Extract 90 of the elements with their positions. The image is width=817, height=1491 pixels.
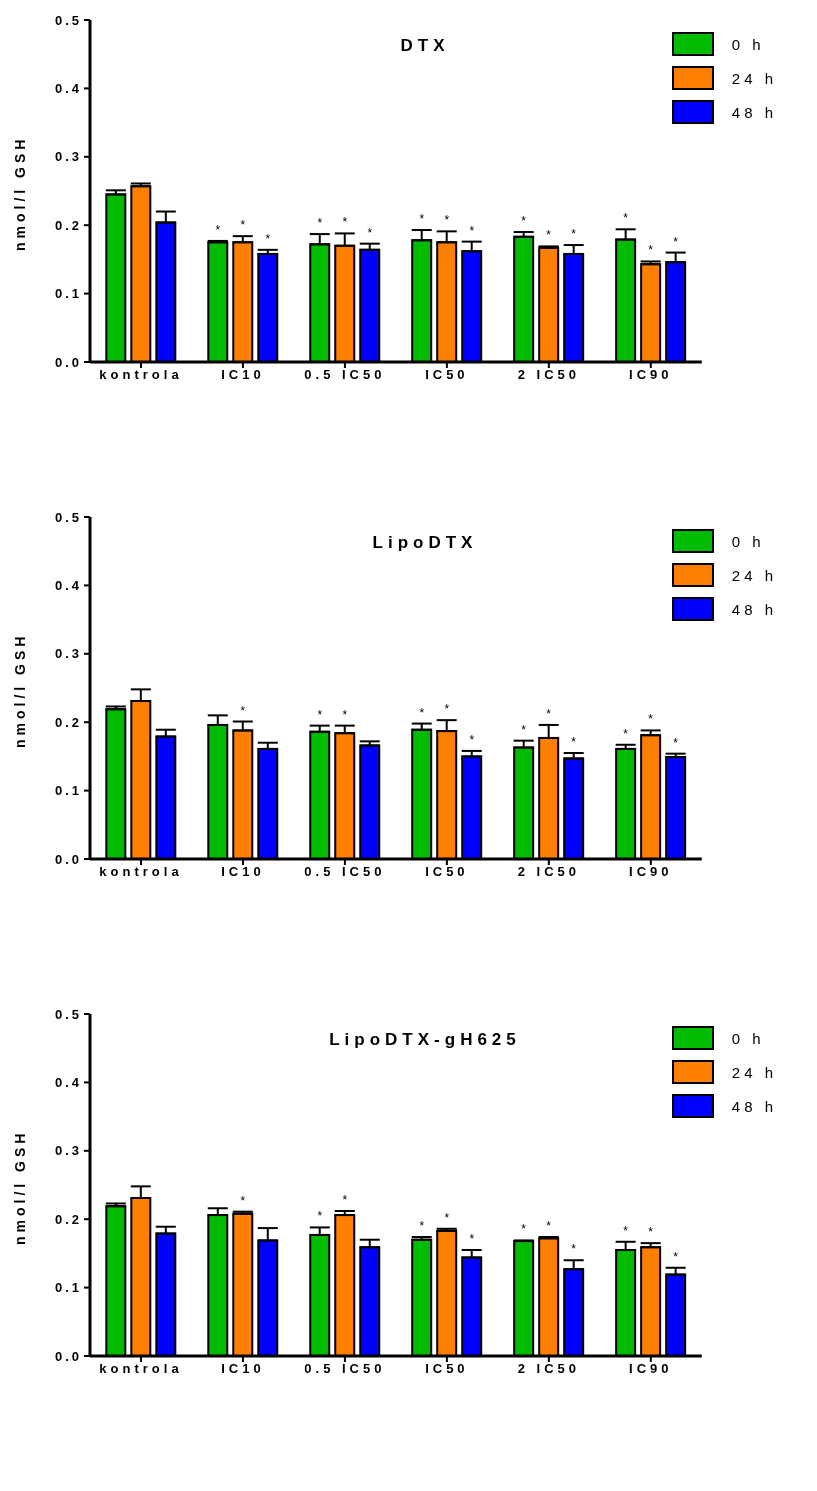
data-label: * xyxy=(342,707,348,722)
x-tick-label: IC90 xyxy=(629,864,673,880)
x-tick-label: kontrola xyxy=(99,864,183,880)
text: LipoDTX-gH625 xyxy=(328,1030,522,1050)
data-label: * xyxy=(648,243,654,258)
data-label: * xyxy=(673,735,679,750)
y-axis-title: nmol/l GSH xyxy=(11,1129,28,1245)
data-label: * xyxy=(317,216,323,231)
legend-label: 24 h xyxy=(731,1063,777,1081)
x-tick-label: kontrola xyxy=(99,1361,183,1377)
text: LipoDTX xyxy=(371,533,479,553)
x-tick-label: IC10 xyxy=(221,367,265,383)
data-label: * xyxy=(342,215,348,230)
data-label: * xyxy=(546,228,552,243)
data-label: * xyxy=(648,1225,654,1240)
y-tick-label: 0.1 xyxy=(54,1280,82,1296)
x-tick-label: kontrola xyxy=(99,367,183,383)
data-label: * xyxy=(571,734,577,749)
y-tick-label: 0.5 xyxy=(54,509,82,525)
legend-label: 48 h xyxy=(731,1097,777,1115)
legend-label: 0 h xyxy=(731,35,765,53)
data-label: * xyxy=(215,222,221,237)
data-label: * xyxy=(240,703,246,718)
data-label: * xyxy=(265,231,271,246)
legend-label: 0 h xyxy=(731,532,765,550)
data-label: * xyxy=(673,234,679,249)
x-tick-label: 2 IC50 xyxy=(517,1361,580,1377)
data-label: * xyxy=(240,218,246,233)
x-tick-label: 2 IC50 xyxy=(517,367,580,383)
data-label: * xyxy=(444,213,450,228)
x-tick-label: IC10 xyxy=(221,1361,265,1377)
x-tick-label: IC50 xyxy=(425,1361,469,1377)
y-tick-label: 0.3 xyxy=(54,646,82,662)
data-label: * xyxy=(546,706,552,721)
legend-label: 24 h xyxy=(731,566,777,584)
y-axis-title: nmol/l GSH xyxy=(11,632,28,748)
legend-label: 48 h xyxy=(731,600,777,618)
text: DTX xyxy=(399,36,451,56)
y-tick-label: 0.1 xyxy=(54,783,82,799)
data-label: * xyxy=(444,1210,450,1225)
x-tick-label: IC90 xyxy=(629,1361,673,1377)
legend-label: 48 h xyxy=(731,103,777,121)
data-label: * xyxy=(521,1222,527,1237)
data-label: * xyxy=(648,712,654,727)
y-tick-label: 0.4 xyxy=(54,81,82,97)
data-label: * xyxy=(240,1193,246,1208)
y-tick-label: 0.4 xyxy=(54,1075,82,1091)
data-label: * xyxy=(571,1242,577,1257)
x-tick-label: 0.5 IC50 xyxy=(304,367,386,383)
data-label: * xyxy=(419,211,425,226)
x-tick-label: 2 IC50 xyxy=(517,864,580,880)
x-tick-label: 0.5 IC50 xyxy=(304,864,386,880)
legend-label: 24 h xyxy=(731,69,777,87)
data-label: * xyxy=(571,227,577,242)
data-label: * xyxy=(623,1223,629,1238)
data-label: * xyxy=(317,707,323,722)
y-tick-label: 0.3 xyxy=(54,1143,82,1159)
y-tick-label: 0.4 xyxy=(54,578,82,594)
y-tick-label: 0.2 xyxy=(54,714,82,730)
x-tick-label: IC10 xyxy=(221,864,265,880)
x-tick-label: 0.5 IC50 xyxy=(304,1361,386,1377)
y-tick-label: 0.5 xyxy=(54,1006,82,1022)
data-label: * xyxy=(623,211,629,226)
data-label: * xyxy=(367,225,373,240)
y-tick-label: 0.5 xyxy=(54,12,82,28)
data-label: * xyxy=(469,223,475,238)
data-label: * xyxy=(469,1231,475,1246)
data-label: * xyxy=(419,1218,425,1233)
y-axis-title: nmol/l GSH xyxy=(11,135,28,251)
data-label: * xyxy=(317,1209,323,1224)
data-label: * xyxy=(342,1192,348,1207)
legend-label: 0 h xyxy=(731,1029,765,1047)
data-label: * xyxy=(444,702,450,717)
data-label: * xyxy=(673,1249,679,1264)
data-label: * xyxy=(623,726,629,741)
y-tick-label: 0.1 xyxy=(54,286,82,302)
x-tick-label: IC50 xyxy=(425,367,469,383)
data-label: * xyxy=(546,1218,552,1233)
data-label: * xyxy=(419,705,425,720)
x-tick-label: IC50 xyxy=(425,864,469,880)
y-tick-label: 0.0 xyxy=(54,851,82,867)
x-tick-label: IC90 xyxy=(629,367,673,383)
y-tick-label: 0.2 xyxy=(54,1211,82,1227)
y-tick-label: 0.2 xyxy=(54,217,82,233)
data-label: * xyxy=(521,214,527,229)
data-label: * xyxy=(521,722,527,737)
data-label: * xyxy=(469,732,475,747)
y-tick-label: 0.0 xyxy=(54,1348,82,1364)
y-tick-label: 0.0 xyxy=(54,354,82,370)
y-tick-label: 0.3 xyxy=(54,149,82,165)
